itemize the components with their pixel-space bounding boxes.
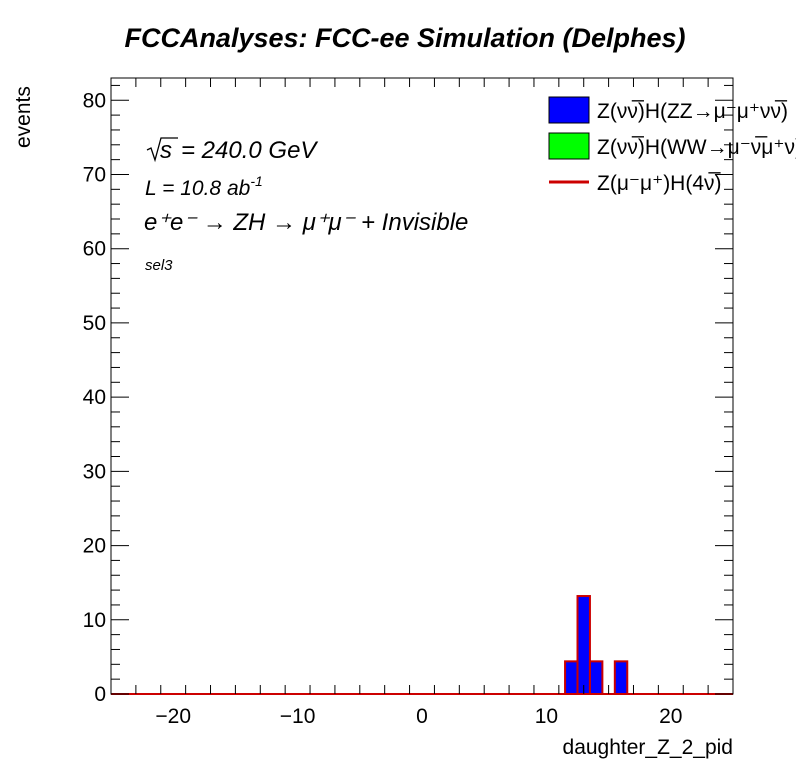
- y-tick-label: 10: [83, 609, 106, 632]
- y-axis-label: events: [12, 86, 35, 148]
- y-tick-label: 0: [94, 683, 106, 706]
- y-tick-label: 80: [83, 89, 106, 112]
- y-tick-label: 20: [83, 535, 106, 558]
- sqrt-s-value: = 240.0 GeV: [181, 137, 318, 164]
- legend-label: Z(μ⁻μ⁺)H(4ν̅): [597, 172, 722, 195]
- annotations: s = 240.0 GeV L = 10.8 ab-1 e⁺e⁻ → ZH → …: [144, 137, 468, 274]
- y-tick-label: 40: [83, 386, 106, 409]
- legend-entry: Z(νν̅)H(WW→μ⁻ν̅μ⁺ν): [548, 132, 796, 160]
- legend: Z(νν̅)H(ZZ→μ⁻μ⁺νν̅) Z(νν̅)H(WW→μ⁻ν̅μ⁺ν) Z(…: [548, 96, 796, 195]
- legend-label: Z(νν̅)H(ZZ→μ⁻μ⁺νν̅): [597, 100, 788, 123]
- x-tick-label: −10: [280, 705, 316, 728]
- legend-swatch: [548, 96, 590, 124]
- plot-frame: [110, 77, 734, 695]
- legend-swatch: [548, 132, 590, 160]
- axis-tick-labels: −20 −10 0 10 20 0 10 20 30 40 50 60 70 80: [83, 89, 683, 728]
- legend-label: Z(νν̅)H(WW→μ⁻ν̅μ⁺ν): [597, 136, 796, 159]
- x-tick-label: 10: [535, 705, 558, 728]
- histogram-bar-1-3: [588, 660, 604, 696]
- axis-ticks: [110, 78, 734, 695]
- x-tick-label: 20: [659, 705, 682, 728]
- y-tick-label: 60: [83, 238, 106, 261]
- y-tick-label: 50: [83, 312, 106, 335]
- y-tick-label: 70: [83, 163, 106, 186]
- x-tick-label: −20: [155, 705, 191, 728]
- plot-area: [110, 77, 734, 696]
- sqrt-s-letter: s: [160, 137, 172, 164]
- histogram-bar-1-2: [576, 595, 591, 696]
- x-tick-label: 0: [416, 705, 428, 728]
- histogram-bar-1-1: [564, 660, 579, 696]
- legend-entry: Z(μ⁻μ⁺)H(4ν̅): [549, 172, 722, 195]
- x-axis-label: daughter_Z_2_pid: [563, 736, 733, 759]
- luminosity-annotation: L = 10.8 ab-1: [145, 173, 263, 200]
- sqrt-symbol: [146, 137, 178, 163]
- histogram-bar-1-4: [613, 660, 629, 696]
- sqrt-s-annotation: s = 240.0 GeV: [146, 137, 318, 164]
- process-annotation: e⁺e⁻ → ZH → μ⁺μ⁻ + Invisible: [144, 209, 468, 236]
- legend-entry: Z(νν̅)H(ZZ→μ⁻μ⁺νν̅): [548, 96, 788, 124]
- luminosity-text: L = 10.8 ab: [145, 177, 251, 200]
- luminosity-exponent: -1: [250, 173, 262, 189]
- chart-title: FCCAnalyses: FCC-ee Simulation (Delphes): [124, 23, 685, 53]
- selection-annotation: sel3: [145, 257, 173, 274]
- y-tick-label: 30: [83, 460, 106, 483]
